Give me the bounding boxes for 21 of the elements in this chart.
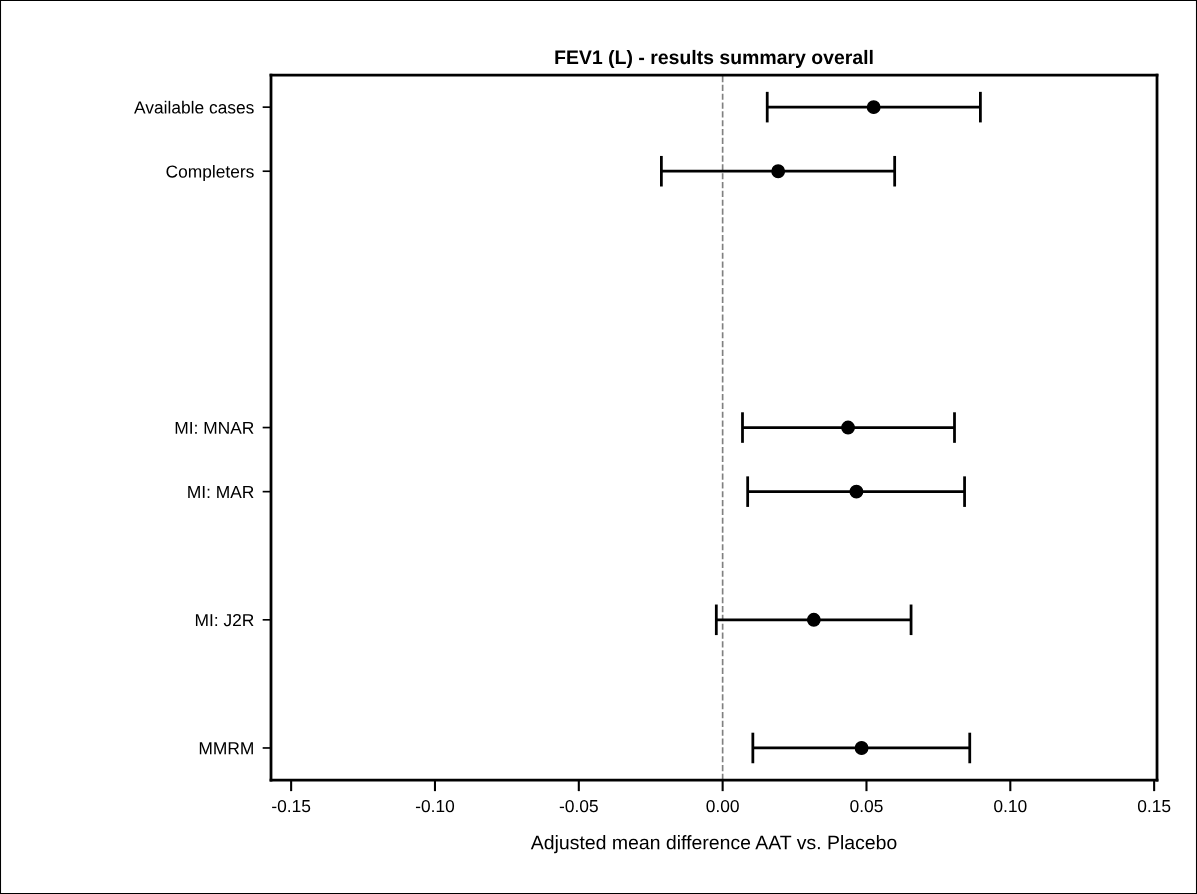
point [866,100,881,115]
x-tick-label: 0.10 [994,799,1027,813]
y-tick-label: MI: J2R [195,613,254,627]
x-tick-label: 0.05 [850,799,883,813]
x-tick-label: 0.00 [706,799,739,813]
y-tick-label: Available cases [134,100,254,114]
x-axis-title: Adjusted mean difference AAT vs. Placebo [530,835,897,854]
x-tick-label: -0.05 [559,799,598,813]
y-tick-label: Completers [166,164,254,182]
point [841,420,856,435]
point [806,612,821,627]
x-tick-label: 0.15 [1137,799,1171,813]
point [771,164,786,179]
point [854,741,869,755]
point [849,484,864,499]
y-tick-label: MI: MNAR [175,421,254,434]
y-tick-label: MI: MAR [188,485,254,498]
x-tick-label: -0.10 [415,799,455,813]
y-tick-label: MMRM [199,742,253,755]
chart-title: FEV1 (L) - results summary overall [555,49,873,69]
x-tick-label: -0.15 [272,799,311,813]
